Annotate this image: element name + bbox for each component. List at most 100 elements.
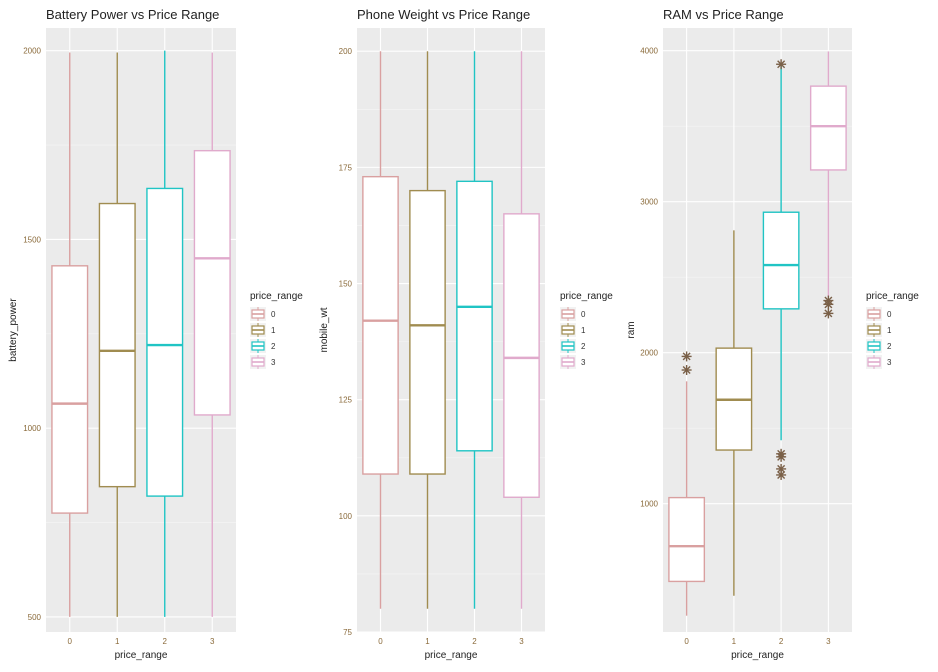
box-1 <box>409 51 446 609</box>
legend-label: 0 <box>887 310 892 319</box>
x-tick-label: 0 <box>684 637 689 646</box>
y-axis-label: mobile_wt <box>319 307 330 352</box>
legend-key <box>250 323 266 337</box>
legend-label: 1 <box>887 326 892 335</box>
y-tick-label: 500 <box>28 613 42 622</box>
y-tick-label: 1500 <box>23 235 41 244</box>
x-tick-label: 3 <box>826 637 831 646</box>
chart-panel-1: 75 100 125 150 175 200 0 1 2 3 Phone Weight vs Pri… <box>319 7 613 661</box>
y-tick-label: 125 <box>339 396 353 405</box>
legend-title: price_range <box>866 291 919 302</box>
box-3 <box>809 51 847 319</box>
outlier-point <box>776 463 787 474</box>
outlier-point <box>681 351 692 362</box>
y-tick-label: 2000 <box>23 47 41 56</box>
x-axis-label: price_range <box>731 650 784 661</box>
box-2 <box>146 50 184 617</box>
x-axis-label: price_range <box>425 650 478 661</box>
outlier-point <box>681 365 692 376</box>
legend-label: 0 <box>271 310 276 319</box>
x-axis-label: price_range <box>115 650 168 661</box>
chart-title: Phone Weight vs Price Range <box>357 7 530 22</box>
outlier-point <box>776 59 787 70</box>
legend-key <box>250 339 266 353</box>
legend-key <box>866 339 882 353</box>
iqr-box <box>51 265 89 514</box>
legend-key <box>560 307 576 321</box>
chart-title: RAM vs Price Range <box>663 7 784 22</box>
legend-label: 1 <box>271 326 276 335</box>
y-tick-label: 1000 <box>23 424 41 433</box>
iqr-box <box>809 85 847 171</box>
y-tick-label: 1000 <box>640 500 658 509</box>
outlier-point <box>823 308 834 319</box>
legend-key <box>250 355 266 369</box>
iqr-box <box>668 496 706 583</box>
chart-panel-2: 1000 2000 3000 4000 0 1 2 3 RAM vs Price Range pr… <box>626 7 919 661</box>
y-tick-label: 150 <box>339 280 353 289</box>
x-tick-label: 3 <box>519 637 524 646</box>
y-axis-label: battery_power <box>8 298 19 362</box>
legend: price_range 0 1 2 3 <box>250 291 303 369</box>
x-tick-label: 1 <box>425 637 430 646</box>
y-tick-label: 3000 <box>640 198 658 207</box>
y-tick-label: 100 <box>339 512 353 521</box>
box-0 <box>362 51 399 609</box>
iqr-box <box>146 187 184 497</box>
chart-title: Battery Power vs Price Range <box>46 7 219 22</box>
legend-key <box>866 323 882 337</box>
iqr-box <box>409 189 446 475</box>
x-tick-label: 3 <box>210 637 215 646</box>
iqr-box <box>362 175 399 475</box>
legend-label: 0 <box>581 310 586 319</box>
legend-label: 2 <box>271 342 276 351</box>
legend-key <box>866 355 882 369</box>
legend-title: price_range <box>560 291 613 302</box>
legend-label: 2 <box>887 342 892 351</box>
x-tick-label: 1 <box>732 637 737 646</box>
y-tick-label: 75 <box>343 628 352 637</box>
box-1 <box>715 230 753 596</box>
legend-title: price_range <box>250 291 303 302</box>
x-tick-label: 2 <box>163 637 168 646</box>
legend-label: 3 <box>887 358 892 367</box>
x-tick-label: 2 <box>472 637 477 646</box>
box-3 <box>503 51 540 609</box>
y-tick-label: 200 <box>339 47 353 56</box>
legend-key <box>250 307 266 321</box>
legend-key <box>560 339 576 353</box>
iqr-box <box>762 211 800 310</box>
x-tick-label: 1 <box>115 637 120 646</box>
outlier-point <box>776 451 787 462</box>
iqr-box <box>98 202 136 488</box>
y-tick-label: 2000 <box>640 349 658 358</box>
x-tick-label: 0 <box>378 637 383 646</box>
legend-key <box>560 323 576 337</box>
box-1 <box>98 52 136 617</box>
legend: price_range 0 1 2 3 <box>866 291 919 369</box>
iqr-box <box>503 213 540 498</box>
legend-key <box>866 307 882 321</box>
box-0 <box>51 52 89 617</box>
iqr-box <box>193 149 231 416</box>
legend: price_range 0 1 2 3 <box>560 291 613 369</box>
chart-panel-0: 500 1000 1500 2000 0 1 2 3 Battery Power vs Pric… <box>8 7 303 661</box>
box-2 <box>762 59 800 480</box>
x-tick-label: 0 <box>68 637 73 646</box>
legend-label: 1 <box>581 326 586 335</box>
box-0 <box>668 351 706 616</box>
y-axis-label: ram <box>626 321 637 338</box>
legend-label: 2 <box>581 342 586 351</box>
y-tick-label: 175 <box>339 163 353 172</box>
outlier-point <box>823 299 834 310</box>
x-tick-label: 2 <box>779 637 784 646</box>
y-tick-label: 4000 <box>640 47 658 56</box>
outlier-point <box>776 469 787 480</box>
legend-label: 3 <box>271 358 276 367</box>
legend-label: 3 <box>581 358 586 367</box>
legend-key <box>560 355 576 369</box>
box-3 <box>193 52 231 617</box>
box-2 <box>456 51 493 609</box>
iqr-box <box>456 180 493 452</box>
